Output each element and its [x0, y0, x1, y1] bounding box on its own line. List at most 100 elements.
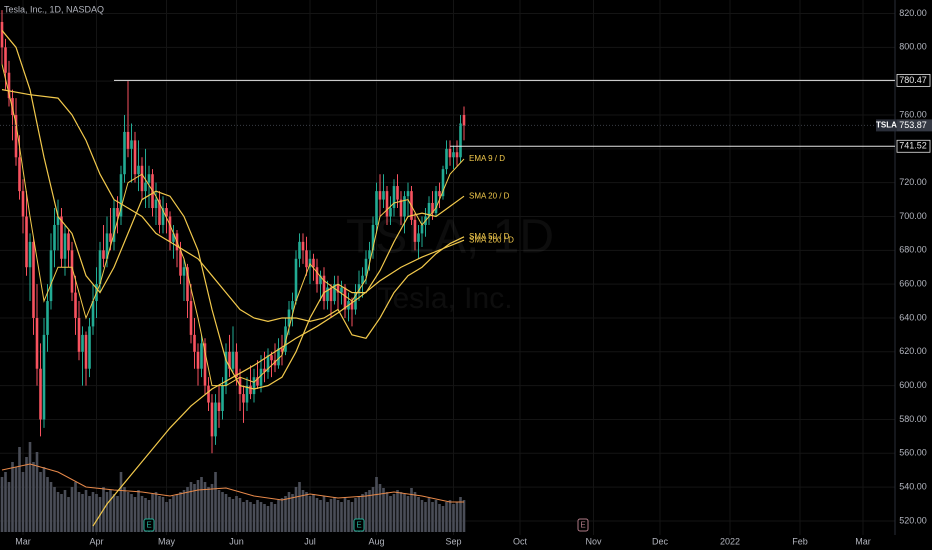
candle-body [147, 174, 151, 183]
ma-line [1, 64, 465, 387]
volume-bar [25, 457, 28, 532]
volume-bar [221, 492, 224, 532]
volume-bar [375, 477, 378, 532]
symbol-label: TSLA [876, 120, 897, 129]
candle-body [259, 368, 263, 386]
chart-title: Tesla, Inc., 1D, NASDAQ [4, 4, 104, 14]
candle-body [368, 250, 371, 259]
volume-bar [396, 490, 399, 532]
volume-bar [459, 497, 462, 532]
candle-body [459, 123, 462, 158]
candle-body [130, 140, 133, 149]
candle-body [77, 317, 81, 352]
candle-body [217, 402, 221, 411]
volume-bar [193, 484, 196, 532]
volume-bar [343, 498, 347, 532]
candle-body [396, 186, 399, 200]
candle-body [126, 131, 130, 149]
candle-body [231, 351, 235, 369]
y-tick-label: 560.00 [899, 448, 927, 458]
candle-body [270, 355, 273, 361]
volume-bar [273, 504, 277, 532]
volume-bar [70, 487, 74, 532]
volume-bar [392, 494, 396, 532]
volume-bar [207, 487, 210, 532]
event-icon [353, 518, 365, 532]
volume-bar [287, 492, 291, 532]
event-icon [577, 518, 589, 532]
volume-bar [144, 498, 147, 532]
candle-body [319, 275, 322, 285]
candle-body [445, 148, 448, 170]
candle-body [280, 348, 284, 352]
volume-bar [84, 490, 88, 532]
volume-bar [56, 492, 60, 532]
candle-body [210, 402, 214, 437]
volume-bar [403, 494, 406, 532]
candle-body [221, 385, 224, 411]
volume-bar [235, 496, 238, 532]
volume-bar [294, 487, 298, 532]
candle-body [60, 216, 63, 259]
volume-bar [119, 472, 123, 532]
volume-bar [18, 447, 21, 532]
candle-body [420, 224, 424, 234]
volume-bar [228, 497, 231, 532]
volume-bar [161, 497, 165, 532]
volume-bar [224, 494, 228, 532]
candle-body [364, 258, 368, 276]
x-tick-label: Jun [229, 536, 244, 546]
price-axis [895, 0, 932, 550]
volume-bar [322, 496, 326, 532]
volume-bar [112, 494, 116, 532]
candle-body [438, 191, 441, 197]
volume-bar [63, 490, 67, 532]
candle-body [123, 131, 126, 175]
volume-bar [284, 496, 287, 532]
candle-body [431, 202, 434, 214]
candle-body [263, 368, 266, 373]
volume-bar [140, 496, 144, 532]
volume-bar [385, 492, 389, 532]
volume-bar [291, 494, 294, 532]
candle-body [109, 233, 112, 242]
volume-bar [424, 502, 427, 532]
volume-bar [189, 482, 193, 532]
candle-body [7, 72, 11, 99]
volume-bar [217, 490, 221, 532]
y-tick-label: 580.00 [899, 414, 927, 424]
volume-bar [74, 482, 77, 532]
candle-body [193, 334, 196, 352]
candle-body [389, 208, 392, 217]
candle-body [42, 334, 46, 420]
candle-body [32, 241, 35, 318]
candle-body [133, 140, 137, 175]
candle-body [56, 216, 60, 225]
candle-body [399, 199, 403, 217]
volume-bar [231, 499, 235, 532]
candle-body [406, 191, 410, 197]
candle-body [63, 233, 67, 259]
volume-bar [462, 500, 466, 532]
volume-bar [277, 500, 280, 532]
volume-bar [28, 442, 32, 532]
volume-bar [371, 487, 375, 532]
volume-bar [242, 502, 245, 532]
volume-bar [186, 487, 189, 532]
candle-body [18, 157, 21, 192]
candle-body [413, 219, 417, 242]
volume-bar [298, 482, 301, 532]
x-tick-label: Dec [652, 536, 669, 546]
event-label: E [580, 521, 585, 530]
volume-bar [53, 487, 56, 532]
volume-bar [200, 477, 203, 532]
candle-body [154, 199, 158, 209]
volume-bar [49, 482, 53, 532]
volume-bar [60, 494, 63, 532]
volume-bar [151, 494, 154, 532]
candle-body [137, 165, 140, 175]
volume-bar [91, 492, 95, 532]
candle-body [354, 292, 357, 310]
volume-bar [203, 482, 207, 532]
event-icon [143, 518, 155, 532]
